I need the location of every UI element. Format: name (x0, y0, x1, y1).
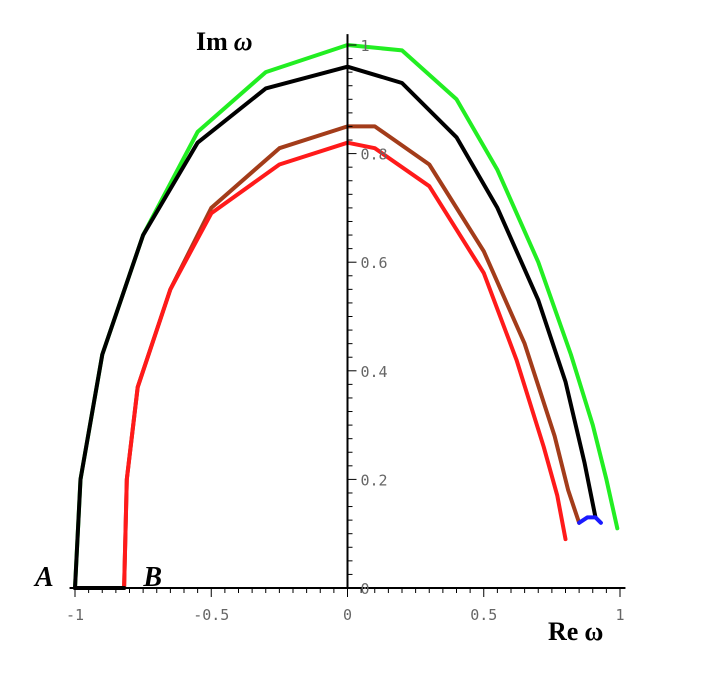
x-tick-label: 1 (615, 606, 624, 624)
y-axis-title: Im ω (196, 27, 253, 56)
point-label-b: B (142, 562, 162, 593)
series-line-4 (577, 515, 603, 525)
curves-layer (73, 43, 620, 590)
x-tick-label: 0 (343, 606, 352, 624)
y-tick-label: 0 (361, 580, 370, 598)
series-line-1 (73, 64, 598, 590)
x-axis-title-main: Re (548, 617, 578, 646)
x-tick-label: 0.5 (470, 606, 497, 624)
y-tick-label: 0.6 (361, 254, 388, 272)
y-axis-title-main: Im (196, 27, 228, 56)
x-axis-title-symbol: ω (584, 617, 603, 646)
y-axis-title-symbol: ω (234, 27, 253, 56)
y-tick-label: 0.8 (361, 146, 388, 164)
point-label-a: A (33, 562, 54, 593)
ticks-layer: -1 -0.5 0 0.5 1 0 0.2 0.4 0.6 0.8 1 (66, 37, 625, 624)
x-tick-label: -0.5 (193, 606, 229, 624)
x-tick-label: -1 (66, 606, 84, 624)
y-tick-label: 0.2 (361, 471, 388, 489)
y-tick-label: 0.4 (361, 363, 388, 381)
y-tick-label: 1 (361, 37, 370, 55)
x-axis-title: Re ω (548, 617, 603, 646)
series-line-3 (122, 140, 568, 590)
